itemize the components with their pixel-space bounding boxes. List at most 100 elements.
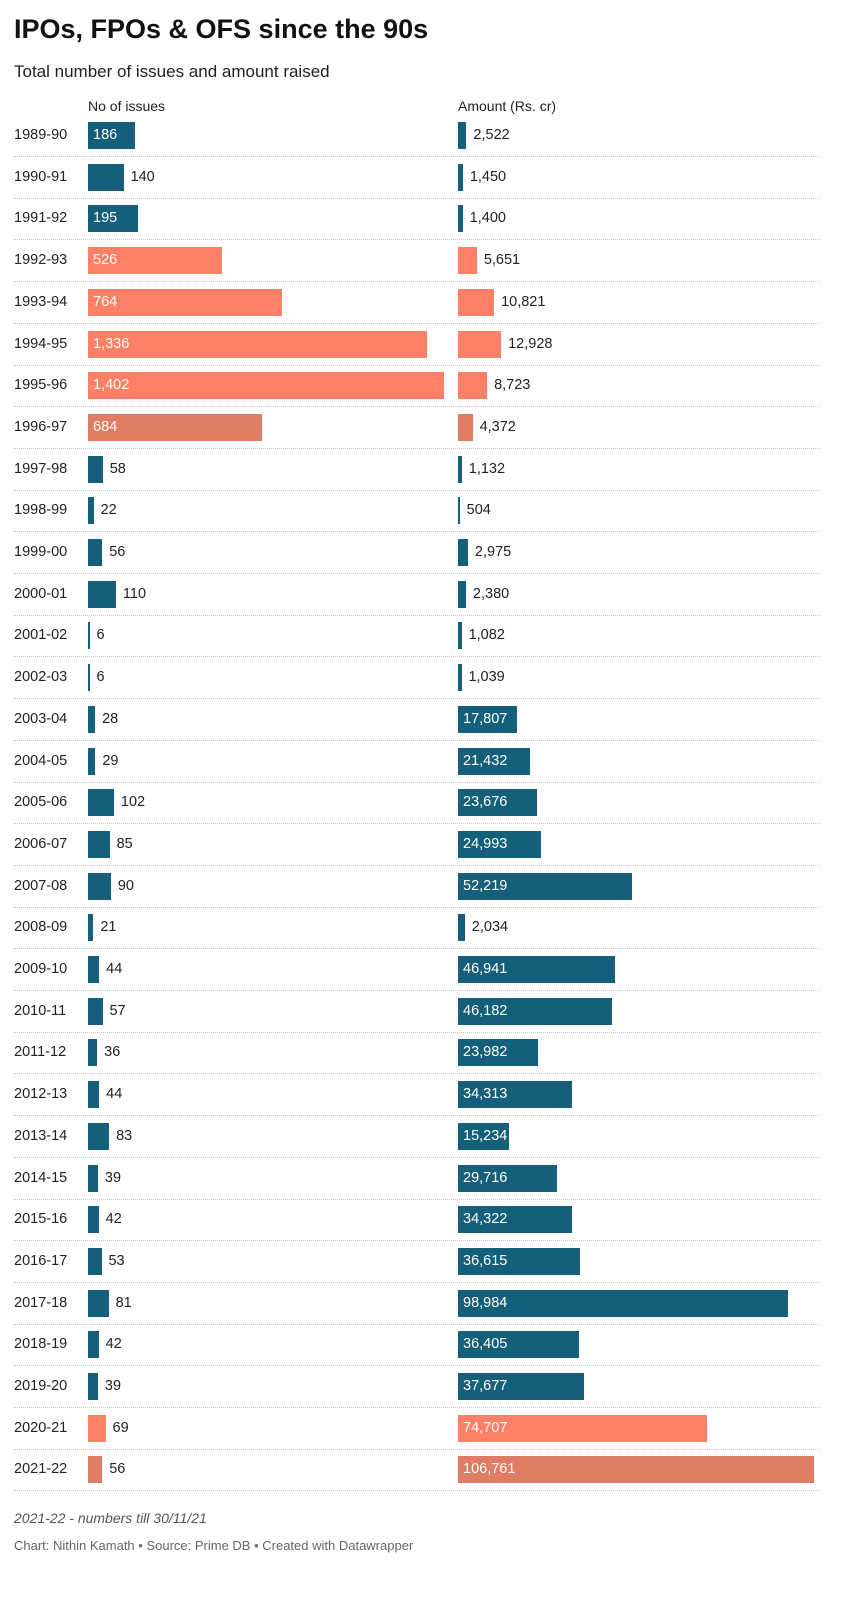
amount-value-label: 1,400: [469, 210, 506, 227]
issues-value-label: 69: [112, 1419, 129, 1436]
row-separator: [14, 1323, 820, 1325]
period-label: 2018-19: [14, 1336, 68, 1353]
issues-bar: [88, 1039, 98, 1067]
chart-row: 2021-22 56 106,761: [0, 1449, 852, 1492]
issues-bar: [88, 747, 96, 775]
issues-bar: [88, 789, 114, 817]
amount-bar: [458, 413, 473, 441]
chart-subtitle: Total number of issues and amount raised: [14, 62, 330, 81]
issues-bar: [88, 997, 103, 1025]
chart-row: 2012-13 44 34,313: [0, 1074, 852, 1117]
issues-bar: [88, 580, 116, 608]
amount-bar: [458, 247, 477, 275]
issues-value-label: 195: [93, 210, 118, 227]
amount-value-label: 23,982: [463, 1044, 508, 1061]
chart-row: 2001-02 6 1,082: [0, 615, 852, 658]
amount-value-label: 1,082: [468, 627, 505, 644]
amount-value-label: 12,928: [508, 335, 553, 352]
period-label: 2019-20: [14, 1378, 68, 1394]
chart-row: 1994-95 1,336 12,928: [0, 324, 852, 366]
amount-value-label: 52,219: [463, 877, 508, 894]
issues-value-label: 36: [104, 1044, 121, 1061]
amount-value-label: 5,651: [483, 252, 521, 269]
chart-row: 2020-21 69 74,707: [0, 1408, 852, 1450]
amount-value-label: 8,723: [494, 377, 531, 394]
chart-row: 2014-15 39 29,716: [0, 1158, 852, 1200]
issues-value-label: 110: [122, 585, 147, 602]
row-separator: [14, 573, 820, 574]
issues-value-label: 684: [93, 418, 118, 435]
chart-row: 2016-17 53 36,615: [0, 1241, 852, 1283]
issues-value-label: 57: [109, 1002, 126, 1019]
issues-bar: [88, 539, 103, 566]
row-separator: [14, 906, 820, 908]
amount-bar: [458, 1414, 708, 1442]
issues-value-label: 58: [109, 460, 126, 477]
issues-bar: [88, 1289, 109, 1317]
amount-bar: [458, 580, 466, 608]
period-label: 2020-21: [14, 1419, 68, 1436]
period-label: 2013-14: [14, 1127, 68, 1144]
period-label: 2010-11: [14, 1002, 67, 1019]
issues-bar: [88, 1373, 98, 1400]
issues-bar: [88, 872, 111, 900]
amount-bar: [458, 789, 537, 817]
amount-value-label: 34,313: [463, 1086, 508, 1103]
issues-value-label: 29: [102, 752, 119, 769]
amount-bar: [458, 1122, 509, 1150]
period-label: 2000-01: [14, 585, 68, 602]
period-label: 2008-09: [14, 919, 68, 936]
issues-value-label: 90: [117, 877, 134, 894]
issues-value-label: 1,402: [93, 377, 130, 394]
row-separator: [14, 1281, 820, 1283]
issues-value-label: 186: [93, 127, 118, 143]
amount-value-label: 2,034: [471, 919, 509, 936]
issues-value-label: 28: [102, 710, 119, 727]
amount-bar: [458, 1456, 814, 1484]
issues-value-label: 140: [130, 168, 155, 185]
issues-value-label: 44: [106, 1086, 123, 1103]
period-label: 2014-15: [14, 1169, 68, 1186]
row-separator: [14, 447, 820, 449]
chart-row: 1990-91 140 1,450: [0, 157, 852, 199]
row-separator: [14, 1031, 820, 1033]
issues-bar: [88, 205, 138, 233]
row-separator: [14, 1115, 820, 1117]
period-label: 1999-00: [14, 544, 68, 560]
issues-value-label: 526: [93, 252, 118, 269]
amount-value-label: 36,615: [463, 1252, 508, 1269]
amount-bar: [458, 956, 615, 983]
chart-row: 2004-05 29 21,432: [0, 741, 852, 783]
footnote: 2021-22 - numbers till 30/11/21: [14, 1510, 207, 1526]
amount-bar: [458, 997, 612, 1025]
period-label: 2005-06: [14, 794, 68, 811]
issues-value-label: 42: [105, 1211, 122, 1228]
amount-bar: [458, 330, 502, 358]
period-label: 1991-92: [14, 210, 68, 227]
chart-row: 1989-90 186 2,522: [0, 115, 852, 157]
amount-value-label: 29,716: [463, 1169, 508, 1186]
issues-value-label: 21: [100, 919, 117, 936]
issues-bar: [88, 455, 103, 483]
amount-bar: [458, 455, 462, 483]
issues-value-label: 764: [93, 293, 118, 310]
issues-value-label: 53: [108, 1252, 125, 1269]
amount-bar: [458, 163, 463, 191]
issues-bar: [88, 1414, 106, 1442]
issues-column-header: No of issues: [88, 98, 166, 114]
issues-value-label: 39: [104, 1378, 122, 1394]
issues-bar: [88, 372, 444, 400]
issues-bar: [88, 413, 262, 441]
amount-value-label: 2,975: [474, 544, 512, 560]
amount-bar: [458, 872, 633, 900]
amount-value-label: 24,993: [463, 835, 508, 852]
period-label: 2012-13: [14, 1086, 68, 1103]
row-separator: [14, 739, 820, 741]
period-label: 1993-94: [14, 293, 68, 310]
period-label: 1996-97: [14, 418, 68, 435]
issues-bar: [88, 1081, 100, 1109]
amount-bar: [458, 1164, 558, 1192]
row-separator: [14, 781, 820, 783]
amount-bar: [458, 1039, 538, 1067]
period-label: 1995-96: [14, 377, 68, 394]
